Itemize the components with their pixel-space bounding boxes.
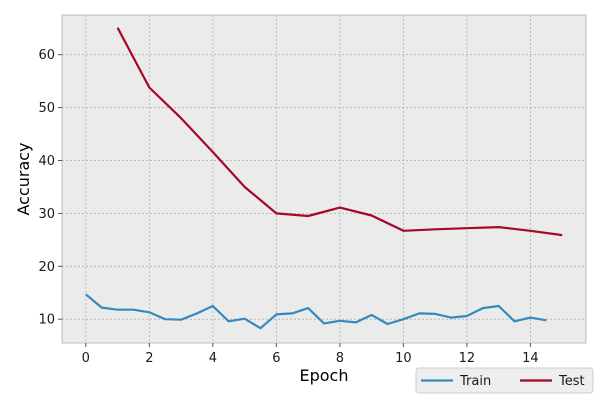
x-tick-label: 14	[522, 351, 539, 366]
x-tick-label: 2	[145, 351, 153, 366]
grid	[62, 15, 586, 343]
x-tick-label: 4	[209, 351, 217, 366]
y-tick-label: 20	[38, 260, 55, 275]
x-tick-label: 12	[459, 351, 476, 366]
x-tick-label: 10	[395, 351, 412, 366]
y-tick-label: 10	[38, 313, 55, 328]
series-line-test	[116, 27, 563, 237]
y-tick-label: 40	[38, 154, 55, 169]
y-tick-label: 30	[38, 207, 55, 222]
x-tick-label: 0	[82, 351, 90, 366]
y-axis-title: Accuracy	[14, 142, 33, 215]
legend: Train Test	[415, 367, 594, 394]
legend-label-train: Train	[459, 374, 491, 389]
series-lines	[85, 27, 563, 330]
y-tick-label: 60	[38, 48, 55, 63]
series-line-train	[85, 293, 547, 330]
x-axis-title: Epoch	[300, 366, 349, 385]
y-tick-label: 50	[38, 101, 55, 116]
x-tick-label: 8	[336, 351, 344, 366]
legend-label-test: Test	[558, 374, 585, 389]
legend-box	[415, 367, 594, 394]
x-tick-label: 6	[272, 351, 280, 366]
plot-area	[61, 14, 587, 344]
y-axis-ticks: 10 20 30 40 50 60	[38, 48, 62, 328]
x-axis-ticks: 0 2 4 6 8 10 12 14	[82, 343, 539, 366]
